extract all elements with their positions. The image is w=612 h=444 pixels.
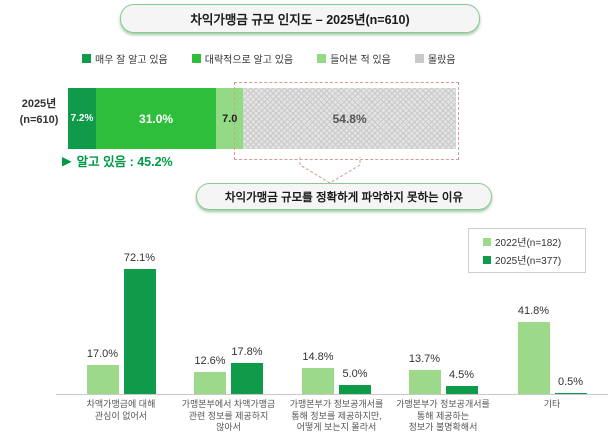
bar-2025년(n=377)-group5 [554,393,587,394]
legend-label: 2022년(n=182) [495,238,562,249]
segment-value-label: 54.8% [332,111,367,126]
segment-value-label: 7.0 [222,112,238,125]
legend-swatch [82,54,91,63]
legend-swatch [317,54,327,63]
bar-2022년(n=182)-group4 [408,370,441,394]
bar-value-label: 17.8% [231,346,263,358]
bottom-legend-item: 2025년(n=377) [483,252,585,267]
bottom-chart-legend: 2022년(n=182) 2025년(n=377) [468,228,586,273]
bar-2025년(n=377)-group4 [445,386,478,394]
bar-value-label: 14.8% [302,351,334,363]
stacked-segment-0: 7.2% [68,88,96,149]
legend-label: 몰랐음 [427,55,456,66]
row-label-year: 2025년 [21,98,57,110]
category-label-3: 가맹본부가 정보공개서를 통해 정보를 제공하지만, 어떻게 보는지 몰라서 [289,399,384,433]
legend-label: 대략적으로 알고 있음 [204,55,294,66]
bar-value-label: 17.0% [86,348,119,360]
bar-2022년(n=182)-group1 [86,365,119,394]
top-legend-item: 들어본 적 있음 [317,51,391,66]
legend-label: 들어본 적 있음 [330,55,391,66]
legend-swatch [483,255,491,264]
row-label-n: (n=610) [19,113,59,126]
bar-value-label: 5.0% [342,368,368,380]
triangle-marker-icon: ▶ [62,154,72,168]
bar-2022년(n=182)-group3 [302,368,334,394]
stacked-segment-1: 31.0% [95,88,217,149]
legend-swatch [191,54,201,63]
category-label-5: 기타 [543,399,561,409]
legend-label: 매우 잘 알고 있음 [95,55,168,66]
category-label-1: 차액가맹금에 대해 관심이 없어서 [86,399,156,421]
awareness-stacked-bar: 7.2% 31.0% 7.0 54.8% [68,88,456,149]
bar-2025년(n=377)-group1 [123,269,156,394]
bar-2022년(n=182)-group2 [194,372,226,394]
stacked-segment-3: 54.8% [243,88,456,149]
top-legend-item: 매우 잘 알고 있음 [82,51,168,66]
stacked-segment-2: 7.0 [216,88,244,149]
legend-swatch [414,54,424,63]
top-chart-legend: 매우 잘 알고 있음 대략적으로 알고 있음 들어본 적 있음 몰랐음 [82,51,455,66]
top-legend-item: 대략적으로 알고 있음 [191,51,294,66]
bar-value-label: 4.5% [448,369,475,381]
bottom-chart-title: 차익가맹금 규모를 정확하게 파악하지 못하는 이유 [196,183,492,210]
bar-value-label: 12.6% [194,355,226,367]
bottom-legend-item: 2022년(n=182) [483,234,585,249]
bar-value-label: 72.1% [123,252,156,264]
bar-value-label: 0.5% [557,376,584,388]
segment-value-label: 31.0% [139,111,174,126]
stacked-bar-row-label: 2025년 (n=610) [10,97,68,129]
segment-value-label: 7.2% [70,113,94,124]
category-label-4: 가맹본부가 정보공개서를 통해 제공하는 정보가 불명확해서 [396,399,490,433]
bar-2022년(n=182)-group5 [517,322,550,394]
aware-total-text: 알고 있음 : 45.2% [76,155,173,169]
legend-swatch [483,237,491,246]
top-legend-item: 몰랐음 [414,51,456,66]
top-chart-title: 차익가맹금 규모 인지도 – 2025년(n=610) [120,4,480,33]
x-axis-line [56,394,608,395]
bar-2025년(n=377)-group2 [231,363,263,394]
category-label-2: 가맹본부에서 차액가맹금 관련 정보를 제공하지 않아서 [181,399,276,433]
bar-value-label: 13.7% [408,353,441,365]
aware-total-annotation: ▶ 알고 있음 : 45.2% [62,151,173,170]
bar-value-label: 41.8% [517,305,550,317]
bar-2025년(n=377)-group3 [339,385,371,394]
legend-label: 2025년(n=377) [495,256,562,267]
